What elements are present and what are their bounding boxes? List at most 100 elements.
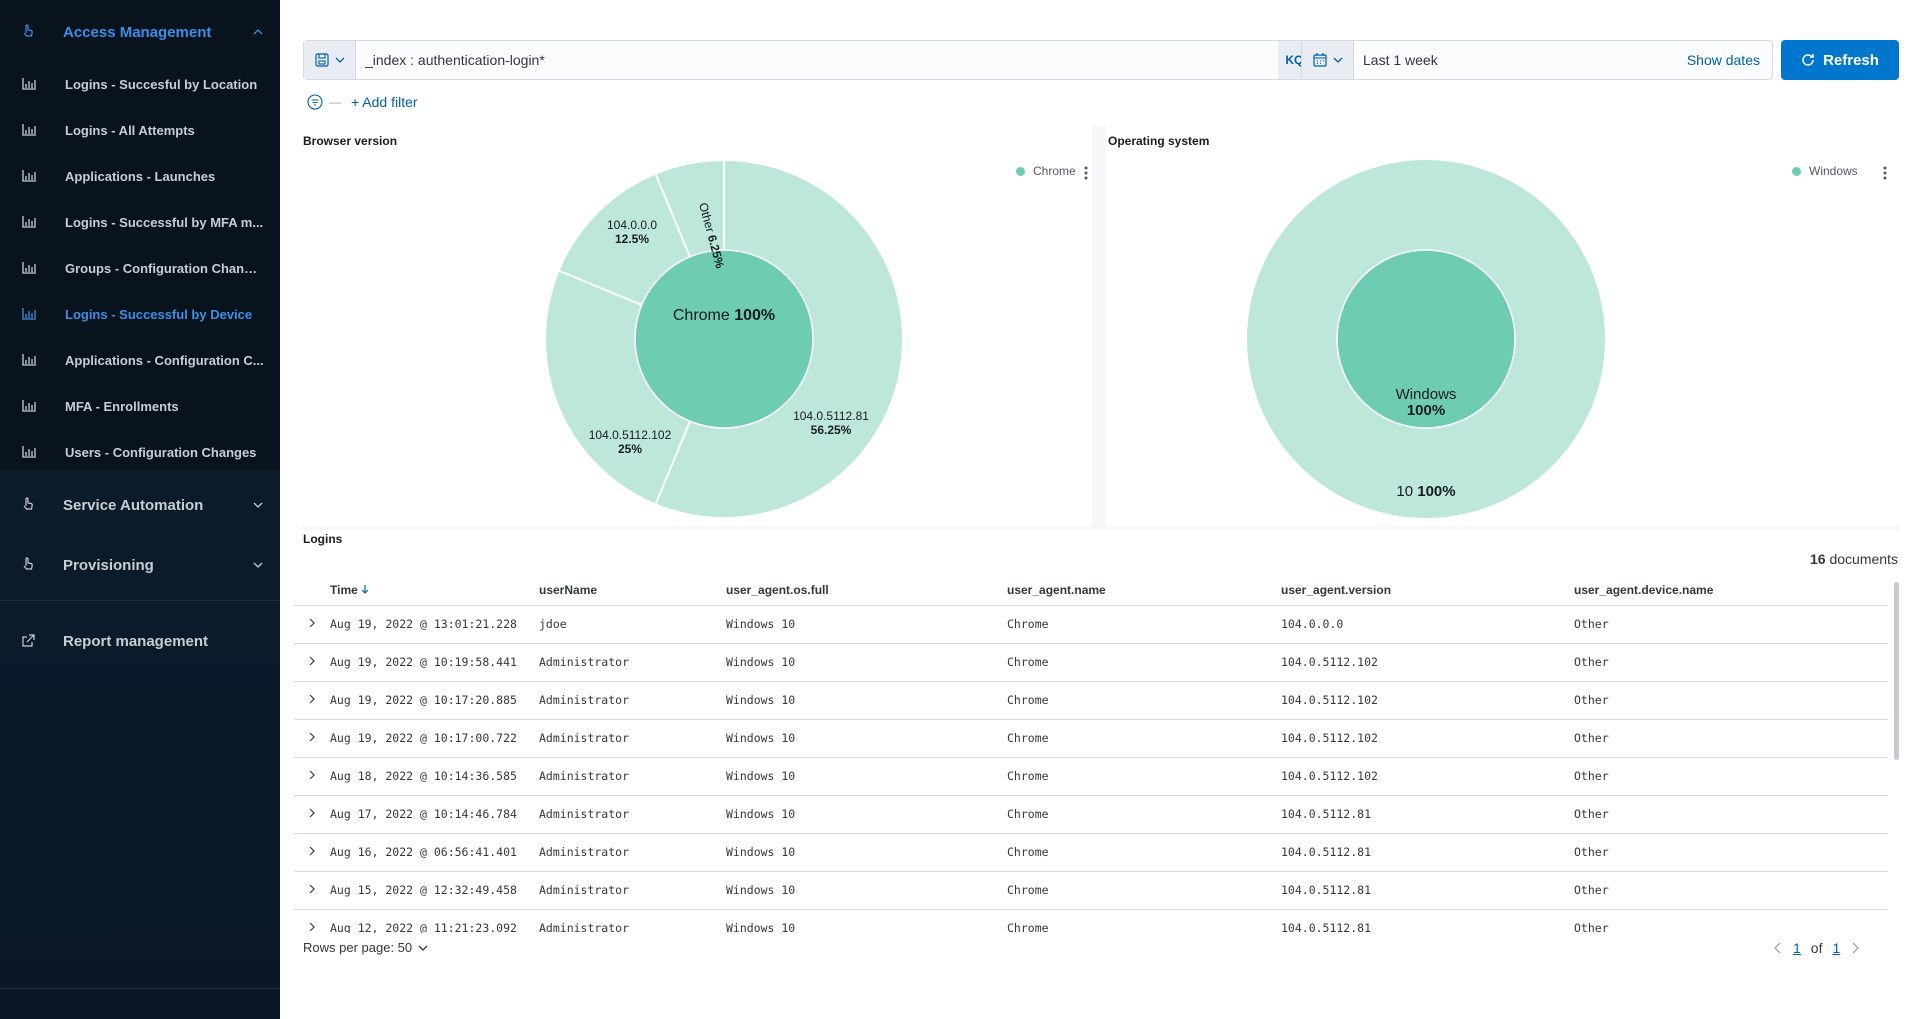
expand-row-button[interactable]: [294, 604, 330, 643]
bar-chart-icon: [22, 216, 36, 228]
table-row: Aug 19, 2022 @ 10:17:20.885 Administrator…: [294, 680, 1888, 719]
table-cell: Other: [1574, 718, 1888, 757]
refresh-button[interactable]: Refresh: [1781, 40, 1899, 80]
rows-per-page-button[interactable]: Rows per page: 50: [303, 940, 428, 955]
table-cell: Chrome: [1007, 832, 1281, 871]
expand-row-button[interactable]: [294, 908, 330, 933]
table-cell: Windows 10: [726, 908, 1007, 933]
expand-row-button[interactable]: [294, 794, 330, 833]
more-options-icon[interactable]: [1879, 165, 1891, 181]
next-page-icon[interactable]: [1850, 942, 1860, 954]
chevron-right-icon: [309, 770, 315, 780]
table-cell: Aug 18, 2022 @ 10:14:36.585: [330, 756, 539, 795]
chevron-down-icon: [335, 57, 344, 63]
table-cell: Chrome: [1007, 794, 1281, 833]
sidebar-item-mfa-enrollments[interactable]: MFA - Enrollments: [0, 383, 280, 429]
chevron-down-icon: [418, 945, 428, 951]
column-header-agent-version[interactable]: user_agent.version: [1281, 582, 1392, 597]
table-cell: Administrator: [539, 794, 726, 833]
date-range-label[interactable]: Last 1 week: [1363, 52, 1438, 68]
panel-title: Operating system: [1108, 134, 1210, 148]
table-cell: 104.0.5112.81: [1281, 870, 1574, 909]
filter-separator: —: [329, 95, 341, 109]
column-header-time[interactable]: Time: [330, 575, 539, 605]
sidebar-section-report-management[interactable]: Report management: [0, 611, 280, 671]
table-cell: Aug 12, 2022 @ 11:21:23.092: [330, 908, 539, 933]
sidebar-item-label: Logins - All Attempts: [65, 122, 195, 138]
table-cell: Windows 10: [726, 794, 1007, 833]
show-dates-link[interactable]: Show dates: [1686, 52, 1760, 68]
more-options-icon[interactable]: [1080, 165, 1092, 181]
chevron-right-icon: [309, 732, 315, 742]
sidebar-item-label: Logins - Successful by Device: [65, 306, 253, 322]
column-header-device[interactable]: user_agent.device.name: [1574, 582, 1714, 597]
legend-swatch: [1016, 166, 1025, 176]
previous-page-icon[interactable]: [1773, 942, 1783, 954]
expand-row-button[interactable]: [294, 718, 330, 757]
page-of-label: of: [1810, 940, 1823, 956]
expand-row-button[interactable]: [294, 756, 330, 795]
sidebar-item-label: Users - Configuration Changes: [65, 444, 257, 460]
sidebar-section-provisioning[interactable]: Provisioning: [0, 535, 280, 595]
column-header-agent-name[interactable]: user_agent.name: [1007, 582, 1106, 597]
sort-down-icon[interactable]: [361, 584, 369, 594]
sidebar-item-users-config-changes[interactable]: Users - Configuration Changes: [0, 429, 280, 475]
sidebar-section-label: Service Automation: [63, 496, 204, 514]
legend-item[interactable]: Chrome: [1016, 164, 1076, 178]
refresh-label: Refresh: [1823, 51, 1879, 69]
sidebar-item-logins-all-attempts[interactable]: Logins - All Attempts: [0, 107, 280, 153]
sidebar-section-label: Provisioning: [63, 556, 154, 574]
bar-chart-icon: [22, 354, 36, 366]
table-scrollbar[interactable]: [1894, 582, 1899, 760]
page-total-link[interactable]: 1: [1832, 940, 1841, 956]
hand-pointer-icon: [23, 24, 33, 37]
sidebar-item-applications-launches[interactable]: Applications - Launches: [0, 153, 280, 199]
column-header-label: Time: [330, 582, 358, 597]
table-cell: Chrome: [1007, 908, 1281, 933]
expand-row-button[interactable]: [294, 680, 330, 719]
expand-row-button[interactable]: [294, 870, 330, 909]
slice-label: 104.0.5112.102: [589, 428, 672, 442]
sidebar-section-label: Access Management: [63, 23, 212, 41]
filter-icon[interactable]: [307, 94, 323, 110]
add-filter-button[interactable]: + Add filter: [351, 94, 418, 110]
slice-pct: 12.5%: [615, 232, 649, 246]
table-cell: Other: [1574, 832, 1888, 871]
table-cell: Chrome: [1007, 870, 1281, 909]
legend-label: Chrome: [1033, 164, 1076, 178]
table-cell: Other: [1574, 604, 1888, 643]
document-count: 16 documents: [1810, 551, 1898, 567]
page-current-link[interactable]: 1: [1793, 940, 1801, 956]
chevron-right-icon: [309, 846, 315, 856]
column-header-os[interactable]: user_agent.os.full: [726, 582, 829, 597]
sidebar-item-logins-by-device[interactable]: Logins - Successful by Device: [0, 291, 280, 337]
search-input[interactable]: [356, 41, 1278, 79]
pie-slice-inner[interactable]: [1336, 249, 1516, 429]
table-row: Aug 19, 2022 @ 13:01:21.228 jdoe Windows 1…: [294, 604, 1888, 643]
operating-system-panel: Operating system Windows Windows 100% 10…: [1106, 126, 1900, 526]
legend-item[interactable]: Windows: [1792, 164, 1858, 178]
bar-chart-icon: [22, 400, 36, 412]
pie-slice-inner[interactable]: [634, 249, 814, 429]
expand-row-button[interactable]: [294, 642, 330, 681]
expand-row-button[interactable]: [294, 832, 330, 871]
legend-swatch: [1792, 166, 1801, 176]
sidebar-item-applications-config-changes[interactable]: Applications - Configuration C...: [0, 337, 280, 383]
sidebar-item-logins-by-location[interactable]: Logins - Succesful by Location: [0, 61, 280, 107]
chevron-down-icon: [253, 562, 263, 568]
chevron-right-icon: [309, 922, 315, 932]
table-cell: Chrome: [1007, 718, 1281, 757]
table-cell: Administrator: [539, 718, 726, 757]
hand-pointer-icon: [23, 497, 33, 510]
sidebar-item-logins-by-mfa[interactable]: Logins - Successful by MFA m...: [0, 199, 280, 245]
document-count-label: documents: [1829, 551, 1898, 567]
sidebar-section-service-automation[interactable]: Service Automation: [0, 475, 280, 535]
sidebar-section-access-management[interactable]: Access Management: [0, 2, 280, 62]
sidebar-item-groups-config-changes[interactable]: Groups - Configuration Changes: [0, 245, 280, 291]
table-cell: Aug 19, 2022 @ 10:19:58.441: [330, 642, 539, 681]
quick-date-menu-button[interactable]: [1302, 41, 1354, 79]
saved-query-button[interactable]: [304, 41, 356, 79]
column-header-username[interactable]: userName: [539, 582, 598, 597]
bar-chart-icon: [22, 446, 36, 458]
sidebar-item-label: Logins - Succesful by Location: [65, 76, 258, 92]
